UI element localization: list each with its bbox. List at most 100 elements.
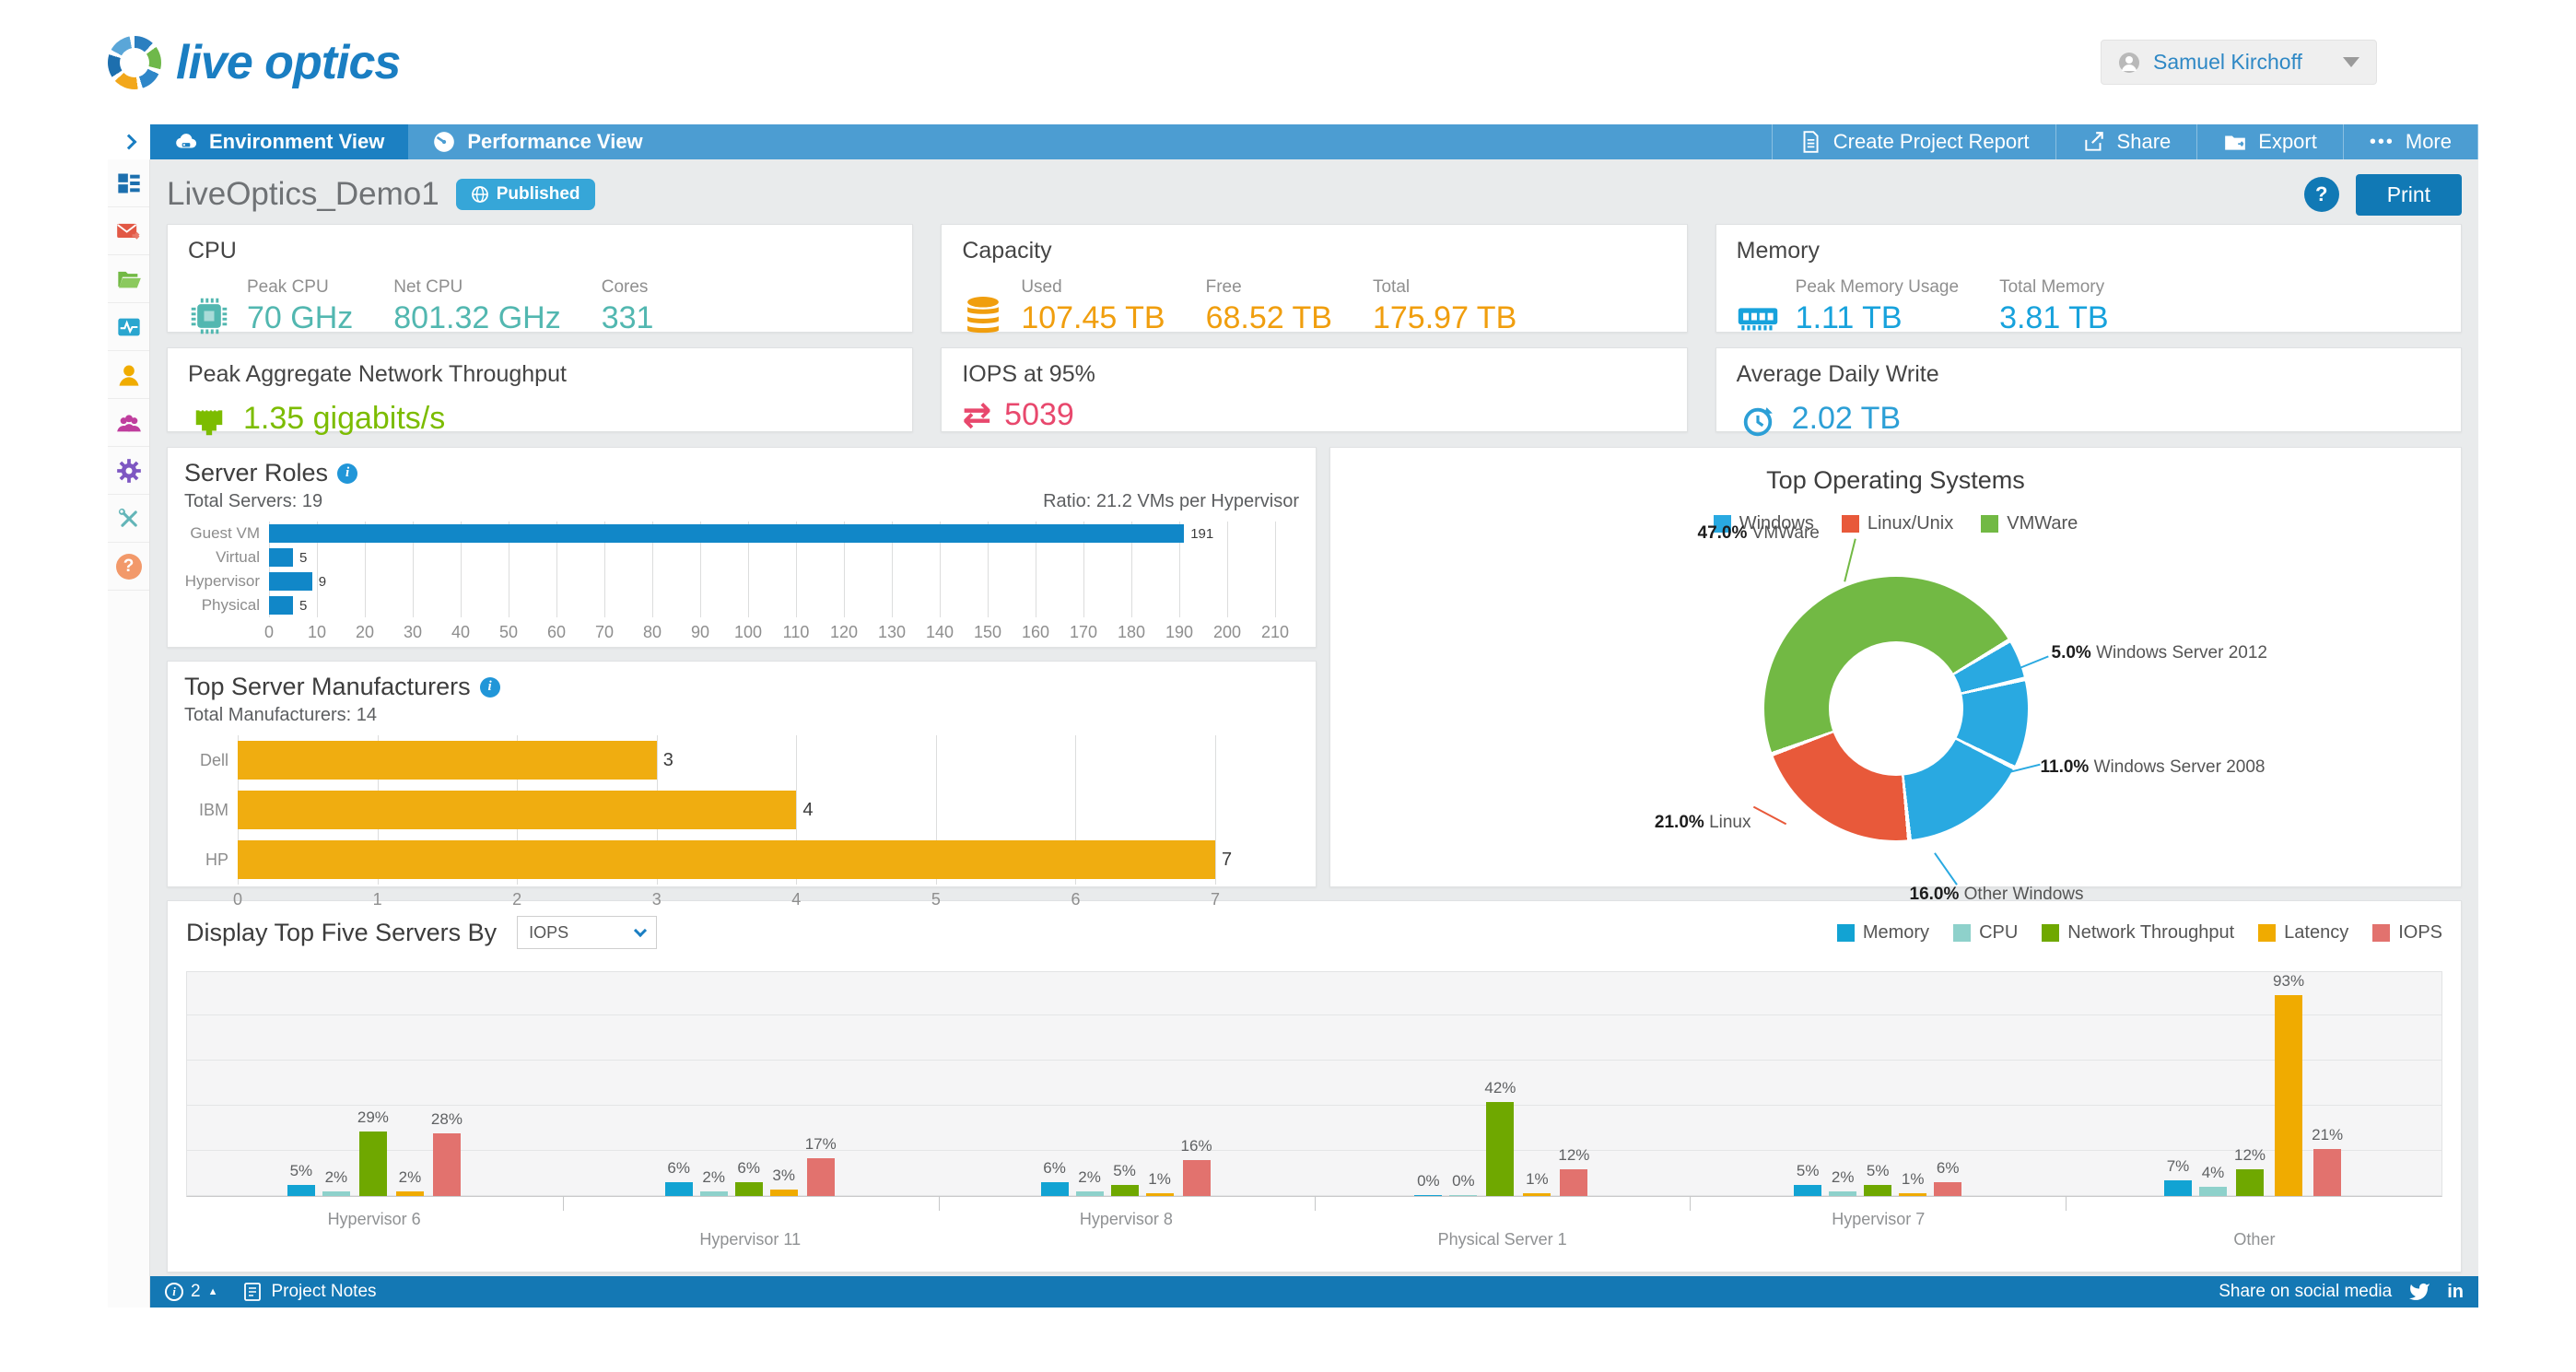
sidebar-item-team[interactable] [108, 399, 149, 447]
axis-tick-label: 110 [782, 623, 810, 641]
group-category-text: Hypervisor 6 [327, 1210, 421, 1228]
bar-column: 6% [1934, 972, 1962, 1196]
globe-icon [471, 186, 488, 203]
tools-icon [118, 508, 137, 527]
chevron-right-icon [121, 134, 137, 150]
legend-swatch [1953, 923, 1972, 942]
app-root: live optics Samuel Kirchoff Environment … [108, 0, 2478, 1308]
sidebar-collapse-button[interactable] [108, 124, 150, 159]
axis-ticks: 0 1 2 3 4 5 6 7 [233, 885, 1299, 909]
bar-column: 3% [769, 972, 798, 1196]
axis-tick-label: 100 [733, 623, 763, 641]
gridline [796, 735, 798, 885]
donut-slice-label: 5.0% Windows Server 2012 [2051, 643, 2267, 663]
network-value: 1.35 gigabits/s [243, 400, 446, 436]
sidebar-item-projects[interactable] [108, 255, 149, 303]
top-os-title: Top Operating Systems [1766, 466, 2025, 494]
metric-label: Total [1372, 277, 1411, 297]
export-folder-icon [2225, 135, 2246, 150]
sidebar-item-mail[interactable] [108, 207, 149, 255]
bar-row: IBM 4 [184, 785, 1299, 835]
bar [238, 741, 657, 780]
sidebar-item-tools[interactable] [108, 495, 149, 543]
left-chart-stack: Server Roles i Total Servers: 19 Ratio: … [167, 447, 1317, 909]
bar [1182, 1160, 1211, 1196]
top-servers-metric-select[interactable]: IOPS [517, 916, 658, 949]
cpu-card-title: CPU [188, 238, 237, 264]
info-icon[interactable]: i [479, 676, 500, 698]
dashboard-icon [117, 173, 140, 193]
project-notes-button[interactable]: Project Notes [241, 1281, 377, 1303]
bar-value-label: 5% [1113, 1161, 1136, 1179]
legend-label: IOPS [2398, 921, 2442, 943]
bar-category-label: Guest VM [190, 524, 260, 542]
gridline [413, 522, 414, 617]
metric-label: Used [1021, 277, 1062, 297]
metric-value: 68.52 TB [1205, 300, 1332, 335]
user-menu[interactable]: Samuel Kirchoff [2101, 40, 2377, 85]
legend-item: IOPS [2372, 922, 2442, 944]
bar-value-label: 0% [1452, 1172, 1475, 1190]
tab-environment-view[interactable]: Environment View [150, 124, 409, 159]
document-icon [1803, 131, 1819, 153]
create-project-report-button[interactable]: Create Project Report [1771, 124, 2055, 159]
axis-ticks: 0 10 20 30 40 50 60 70 80 90 100 110 120 130 140 150 160… [264, 617, 1299, 641]
bar-row: Hypervisor 9 [184, 569, 1299, 593]
export-button[interactable]: Export [2196, 124, 2343, 159]
share-button[interactable]: Share [2055, 124, 2197, 159]
bar-value-label: 2% [398, 1168, 422, 1187]
axis-tick-label: 210 [1260, 623, 1290, 641]
sidebar-item-account[interactable] [108, 351, 149, 399]
iops-value: 5039 [1004, 397, 1074, 432]
legend-item: Linux/Unix [1841, 513, 1954, 534]
gridline [317, 522, 318, 617]
bar [1145, 1193, 1174, 1196]
bar [358, 1131, 387, 1196]
project-notes-label: Project Notes [271, 1282, 377, 1301]
group-icon [116, 414, 141, 431]
axis-tick-label: 0 [263, 623, 275, 641]
print-button[interactable]: Print [2355, 173, 2462, 216]
legend-label: Linux/Unix [1867, 513, 1954, 534]
bar-value-label: 5 [299, 597, 308, 614]
axis-tick-label: 150 [973, 623, 1002, 641]
bar-value-label: 3% [772, 1166, 795, 1184]
sidebar-item-settings[interactable] [108, 447, 149, 495]
sidebar-item-dashboard[interactable] [108, 159, 149, 207]
tab-performance-view[interactable]: Performance View [408, 124, 666, 159]
manufacturers-panel: Top Server Manufacturers i Total Manufac… [167, 661, 1317, 909]
brand-logo-text: live optics [176, 35, 401, 89]
linkedin-icon[interactable]: in [2447, 1281, 2464, 1302]
memory-card: Memory Peak Memory Usage 1.11 TB Total Me… [1715, 224, 2462, 335]
donut-slice-label: 47.0% VMWare [1697, 523, 1820, 543]
share-icon [2084, 132, 2103, 151]
bar-column: 5% [1794, 972, 1822, 1196]
gridline [365, 522, 366, 617]
bar-value-label: 42% [1484, 1078, 1516, 1096]
bar-value-label: 1% [1901, 1170, 1925, 1188]
database-icon [962, 294, 1004, 336]
group-category-label: Hypervisor 8 [938, 1197, 1314, 1249]
page-help-button[interactable]: ? [2303, 177, 2339, 212]
more-button[interactable]: ••• More [2342, 124, 2478, 159]
axis-tick-label: 7 [1211, 890, 1221, 909]
published-badge[interactable]: Published [455, 179, 595, 210]
gridline [461, 522, 462, 617]
bar-area: 5 [269, 596, 1299, 615]
twitter-icon[interactable] [2408, 1281, 2430, 1303]
user-avatar-icon [2119, 52, 2139, 73]
legend-swatch [2372, 923, 2391, 942]
bar [1486, 1101, 1515, 1196]
gridline [1075, 735, 1077, 885]
bar-row: Dell 3 [184, 735, 1299, 785]
bar [1899, 1193, 1927, 1196]
sidebar-item-performance[interactable] [108, 303, 149, 351]
axis-tick-label: 10 [307, 623, 327, 641]
sidebar-item-help[interactable]: ? [108, 543, 149, 591]
gridline [1179, 522, 1180, 617]
caret-up-icon: ▲ [207, 1286, 218, 1297]
bar-value-label: 5 [299, 549, 308, 566]
bar [2236, 1168, 2265, 1196]
info-icon[interactable]: i [337, 463, 358, 484]
footer-info-toggle[interactable]: i 2 ▲ [165, 1282, 217, 1302]
